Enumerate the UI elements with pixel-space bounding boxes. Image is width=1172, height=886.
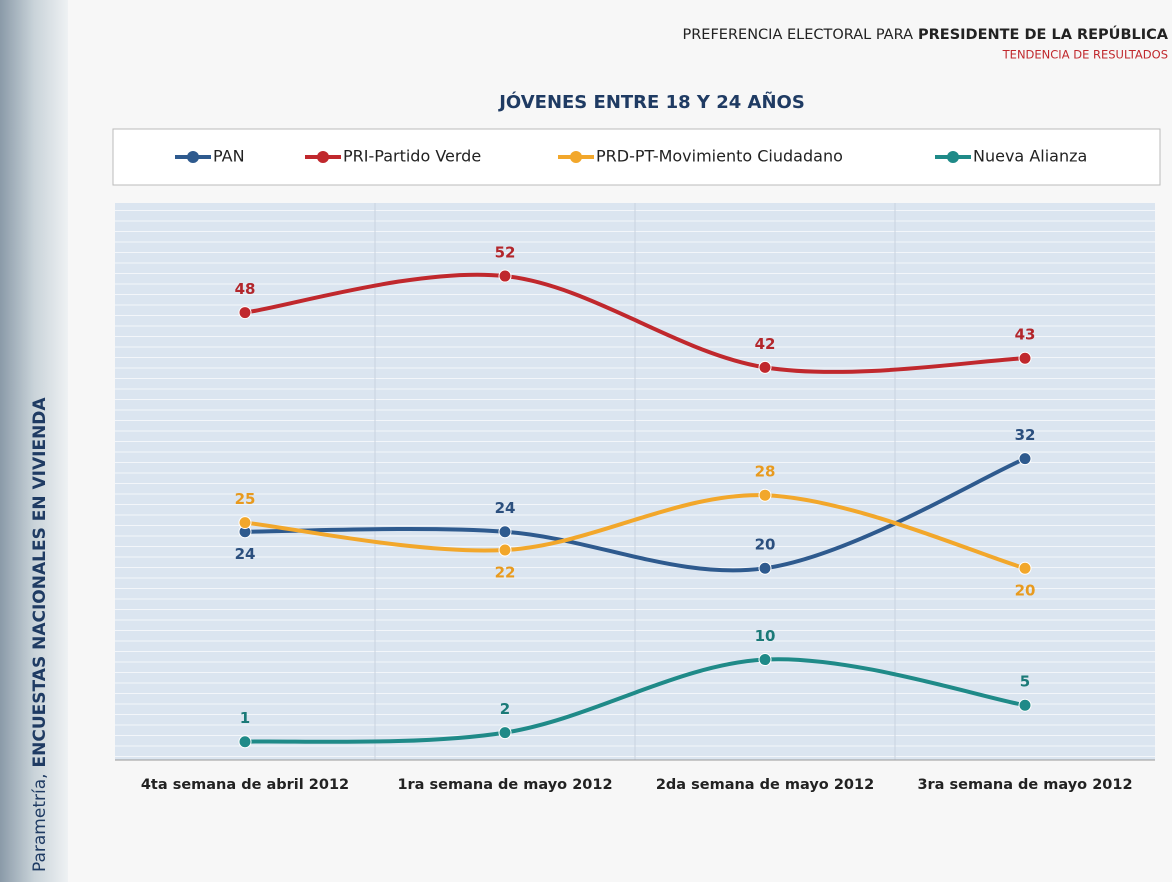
data-label: 5 [1020, 673, 1030, 691]
supertitle-emphasis: PRESIDENTE DE LA REPÚBLICA [918, 25, 1169, 43]
supertitle-part: PREFERENCIA ELECTORAL PARA [682, 27, 913, 43]
data-point [499, 270, 511, 282]
legend-marker [187, 151, 199, 163]
data-label: 24 [235, 545, 256, 563]
chart-title: JÓVENES ENTRE 18 Y 24 AÑOS [497, 90, 805, 113]
legend-marker [317, 151, 329, 163]
x-tick-label: 2da semana de mayo 2012 [656, 777, 874, 793]
supertitle: PREFERENCIA ELECTORAL PARA PRESIDENTE DE … [682, 25, 1168, 43]
data-point [499, 526, 511, 538]
data-label: 48 [235, 280, 256, 298]
data-point [1019, 352, 1031, 364]
data-point [239, 517, 251, 529]
subtitle: TENDENCIA DE RESULTADOS [1002, 48, 1168, 62]
legend-label: PRD-PT-Movimiento Ciudadano [596, 147, 843, 166]
data-label: 28 [755, 463, 776, 481]
legend-label: PAN [213, 147, 245, 166]
legend-label: PRI-Partido Verde [343, 147, 481, 166]
data-label: 22 [495, 563, 516, 581]
data-label: 20 [1015, 582, 1036, 600]
data-point [1019, 453, 1031, 465]
data-label: 25 [235, 490, 256, 508]
legend-marker [947, 151, 959, 163]
data-label: 52 [495, 244, 516, 262]
data-label: 20 [755, 536, 776, 554]
legend-marker [570, 151, 582, 163]
x-tick-label: 3ra semana de mayo 2012 [917, 777, 1132, 793]
data-point [239, 736, 251, 748]
side-label: Parametría, ENCUESTAS NACIONALES EN VIVIE… [30, 397, 50, 872]
data-label: 42 [755, 335, 776, 353]
data-point [1019, 699, 1031, 711]
x-tick-label: 1ra semana de mayo 2012 [397, 777, 612, 793]
data-point [759, 361, 771, 373]
data-label: 2 [500, 700, 510, 718]
chart: Parametría, ENCUESTAS NACIONALES EN VIVIE… [0, 0, 1172, 882]
legend-label: Nueva Alianza [973, 147, 1087, 166]
data-label: 43 [1015, 326, 1036, 344]
side-label-part: Parametría, [30, 773, 50, 872]
data-point [759, 654, 771, 666]
side-label-emphasis: ENCUESTAS NACIONALES EN VIVIENDA [30, 397, 50, 768]
data-point [239, 307, 251, 319]
data-label: 10 [755, 627, 776, 645]
x-tick-label: 4ta semana de abril 2012 [141, 777, 349, 793]
data-label: 1 [240, 709, 250, 727]
data-point [499, 544, 511, 556]
data-label: 32 [1015, 426, 1036, 444]
data-label: 24 [495, 499, 516, 517]
data-point [759, 562, 771, 574]
data-point [1019, 562, 1031, 574]
data-point [499, 727, 511, 739]
data-point [759, 489, 771, 501]
